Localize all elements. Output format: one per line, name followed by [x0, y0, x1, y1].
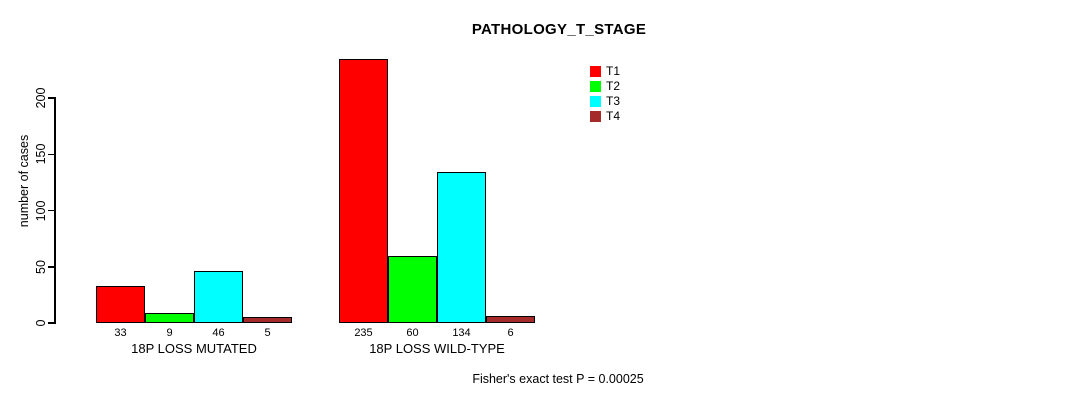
legend-label-t2: T2 — [606, 79, 621, 93]
bar-t1-18p-loss-wild-type — [339, 58, 388, 323]
y-axis-tick — [47, 209, 56, 212]
y-axis-tick — [47, 322, 56, 324]
bar-t3-18p-loss-wild-type — [437, 172, 486, 323]
y-axis-tick-label: 0 — [34, 319, 48, 327]
y-axis-tick — [47, 97, 56, 99]
y-axis-tick-label: 50 — [34, 259, 48, 274]
bar-t1-18p-loss-mutated — [96, 285, 145, 323]
legend-row-t3: T3 — [590, 94, 620, 109]
bar-value-label: 134 — [452, 327, 471, 339]
bar-value-label: 6 — [507, 327, 514, 339]
legend-row-t4: T4 — [590, 109, 620, 124]
legend-label-t1: T1 — [606, 64, 621, 78]
bar-value-label: 60 — [406, 327, 419, 339]
y-axis-label: number of cases — [17, 134, 31, 228]
bar-t3-18p-loss-mutated — [194, 271, 243, 323]
legend-swatch-t3 — [590, 96, 601, 107]
bar-value-label: 33 — [114, 327, 127, 339]
bar-value-label: 9 — [166, 327, 173, 339]
fisher-test-annotation: Fisher's exact test P = 0.00025 — [472, 372, 644, 386]
x-category-label-18p-loss-wild-type: 18P LOSS WILD-TYPE — [369, 341, 505, 356]
bar-t4-18p-loss-wild-type — [486, 316, 535, 323]
bar-t2-18p-loss-wild-type — [388, 255, 437, 323]
y-axis-tick-label: 100 — [34, 200, 48, 222]
bar-t2-18p-loss-mutated — [145, 312, 194, 323]
y-axis-tick-label: 150 — [34, 143, 48, 165]
y-axis-tick — [47, 153, 56, 156]
bar-value-label: 5 — [264, 327, 271, 339]
legend-row-t1: T1 — [590, 64, 620, 79]
legend-label-t4: T4 — [606, 109, 621, 123]
legend: T1 T2 T3 T4 — [590, 64, 620, 124]
y-axis-tick-label: 200 — [34, 87, 48, 109]
legend-swatch-t2 — [590, 81, 601, 92]
bar-t4-18p-loss-mutated — [243, 317, 292, 323]
chart-title: PATHOLOGY_T_STAGE — [471, 21, 647, 38]
legend-swatch-t1 — [590, 66, 601, 77]
y-axis-tick — [47, 266, 56, 268]
legend-label-t3: T3 — [606, 94, 621, 108]
bar-value-label: 235 — [354, 327, 373, 339]
x-category-label-18p-loss-mutated: 18P LOSS MUTATED — [131, 341, 257, 356]
legend-swatch-t4 — [590, 111, 601, 122]
legend-row-t2: T2 — [590, 79, 620, 94]
bar-value-label: 46 — [212, 327, 225, 339]
